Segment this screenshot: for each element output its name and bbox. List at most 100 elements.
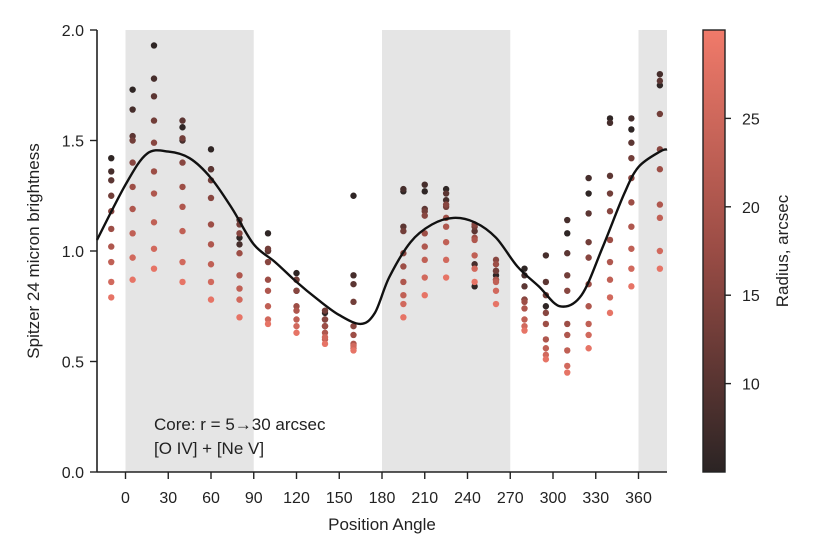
scatter-point (264, 258, 272, 266)
scatter-point (442, 185, 450, 193)
scatter-point (628, 265, 635, 272)
scatter-point (179, 227, 186, 235)
scatter-point (400, 263, 407, 270)
shaded-region-0 (125, 30, 254, 472)
scatter-point (321, 316, 329, 323)
x-tick-label: 330 (582, 490, 609, 507)
scatter-point (521, 265, 528, 272)
scatter-point (108, 177, 115, 184)
y-axis-label: Spitzer 24 micron brightness (24, 143, 43, 358)
colorbar-ticks: 10 15 20 25 (725, 111, 760, 394)
y-tick-label: 2.0 (62, 23, 84, 40)
scatter-point (492, 287, 500, 294)
scatter-point (564, 320, 571, 328)
scatter-point (179, 159, 186, 166)
scatter-point (606, 119, 614, 127)
scatter-point (150, 265, 158, 272)
scatter-point (179, 135, 186, 142)
scatter-point (236, 250, 243, 257)
scatter-point (293, 269, 300, 277)
scatter-point (585, 303, 592, 310)
scatter-point (656, 71, 664, 78)
x-tick-label: 180 (369, 490, 396, 507)
scatter-point (606, 236, 614, 244)
scatter-point (293, 307, 300, 314)
scatter-point (471, 265, 478, 272)
scatter-point (179, 183, 186, 191)
scatter-point (150, 75, 158, 82)
annotation-core: Core: r = 5→30 arcsec (154, 415, 326, 434)
scatter-point (321, 340, 329, 348)
scatter-point (207, 241, 215, 248)
y-tick-label: 0.5 (62, 355, 84, 372)
scatter-point (564, 362, 571, 370)
scatter-point (606, 190, 614, 197)
scatter-point (350, 280, 357, 288)
scatter-point (321, 333, 329, 341)
scatter-point (264, 316, 272, 323)
annotation-lines: [O IV] + [Ne V] (154, 439, 264, 458)
scatter-point (108, 168, 115, 175)
x-tick-label: 90 (245, 490, 263, 507)
scatter-point (521, 283, 528, 290)
scatter-point (564, 287, 571, 294)
scatter-point (236, 314, 243, 321)
scatter-point (542, 278, 550, 286)
scatter-point (585, 254, 592, 261)
scatter-point (179, 258, 186, 266)
scatter-point (236, 230, 243, 237)
scatter-point (321, 322, 329, 330)
x-tick-label: 360 (625, 490, 652, 507)
scatter-point (542, 252, 550, 259)
scatter-point (179, 124, 186, 131)
x-tick-label: 300 (540, 490, 567, 507)
scatter-point (492, 278, 500, 286)
mean-curve (95, 148, 668, 326)
x-tick-label: 30 (159, 490, 177, 507)
scatter-point (656, 110, 664, 118)
scatter-point (442, 201, 450, 208)
scatter-point (628, 154, 635, 162)
x-tick-label: 0 (121, 490, 130, 507)
scatter-point (492, 300, 500, 308)
scatter-point (129, 230, 136, 237)
y-tick-label: 1.0 (62, 244, 84, 261)
scatter-point (293, 316, 300, 323)
scatter-point (236, 272, 243, 279)
scatter-point (350, 342, 357, 350)
scatter-point (150, 219, 158, 226)
scatter-point (293, 303, 300, 310)
scatter-point (542, 351, 550, 359)
scatter-point (564, 369, 571, 376)
scatter-point (236, 285, 243, 292)
y-tick-label: 1.5 (62, 134, 84, 151)
scatter-point (628, 245, 635, 252)
scatter-point (542, 309, 550, 317)
scatter-point (207, 261, 215, 268)
scatter-point (207, 146, 215, 153)
scatter-point (129, 86, 136, 93)
scatter-point (129, 205, 136, 213)
scatter-point (400, 185, 407, 193)
scatter-point (264, 230, 272, 237)
scatter-point (585, 210, 592, 217)
scatter-point (150, 117, 158, 124)
x-tick-label: 270 (497, 490, 524, 507)
scatter-point (606, 294, 614, 301)
scatter-point (471, 236, 478, 244)
scatter-point (421, 243, 428, 250)
scatter-point (564, 216, 571, 224)
scatter-point (585, 174, 592, 182)
scatter-point (606, 309, 614, 317)
scatter-point (656, 265, 664, 272)
scatter-point (442, 238, 450, 246)
scatter-point (129, 106, 136, 113)
scatter-point (236, 234, 243, 241)
scatter-point (350, 298, 357, 306)
scatter-point (442, 274, 450, 281)
scatter-point (264, 320, 272, 328)
scatter-point (564, 272, 571, 279)
scatter-point (585, 190, 592, 197)
colorbar-label: Radius, arcsec (773, 194, 792, 307)
scatter-point (521, 322, 528, 330)
